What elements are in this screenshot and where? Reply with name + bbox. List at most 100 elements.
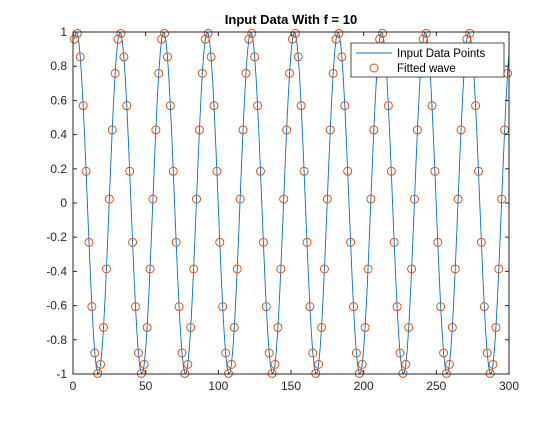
plot-area	[73, 32, 509, 374]
fitted-wave-marker	[192, 194, 202, 204]
legend-entry-fitted-wave: Fitted wave	[397, 63, 456, 75]
fitted-wave-marker	[99, 322, 109, 332]
y-tick-label: 0.6	[50, 93, 67, 107]
fitted-wave-marker	[363, 264, 373, 274]
fitted-wave-marker	[229, 322, 239, 332]
fitted-wave-marker	[183, 359, 193, 369]
fitted-wave-marker	[430, 166, 440, 176]
fitted-wave-marker	[296, 101, 306, 111]
fitted-wave-marker	[194, 125, 204, 135]
fitted-wave-marker	[75, 52, 85, 62]
x-tick-label: 50	[139, 379, 153, 393]
fitted-wave-marker	[479, 302, 489, 312]
fitted-wave-marker	[104, 194, 114, 204]
fitted-wave-marker	[351, 348, 361, 358]
fitted-wave-marker	[436, 302, 446, 312]
fitted-wave-marker	[160, 28, 170, 38]
fitted-wave-marker	[189, 264, 199, 274]
y-tick-label: 0.2	[50, 162, 67, 176]
fitted-wave-marker	[171, 237, 181, 247]
fitted-wave-marker	[325, 125, 335, 135]
fitted-wave-marker	[273, 322, 283, 332]
fitted-wave-marker	[442, 368, 452, 378]
fitted-wave-marker	[255, 166, 265, 176]
fitted-wave-marker	[250, 52, 260, 62]
fitted-wave-marker	[174, 302, 184, 312]
fitted-wave-marker	[96, 359, 106, 369]
fitted-wave-marker	[485, 368, 495, 378]
fitted-wave-marker	[287, 34, 297, 44]
fitted-wave-marker	[285, 68, 295, 78]
y-tick-label: -0.6	[46, 299, 67, 313]
fitted-wave-marker	[279, 194, 289, 204]
fitted-wave-marker	[148, 194, 158, 204]
fitted-wave-marker	[224, 368, 234, 378]
fitted-wave-marker	[488, 359, 498, 369]
y-tick-label: 0.4	[50, 128, 67, 142]
fitted-wave-marker	[305, 302, 315, 312]
legend-marker-swatch	[369, 63, 379, 73]
fitted-wave-marker	[69, 34, 79, 44]
fitted-wave-marker	[197, 68, 207, 78]
fitted-wave-marker	[203, 28, 213, 38]
fitted-wave-marker	[337, 52, 347, 62]
fitted-wave-marker	[157, 34, 167, 44]
fitted-wave-marker	[139, 359, 149, 369]
fitted-wave-marker	[410, 194, 420, 204]
fitted-wave-marker	[314, 359, 324, 369]
fitted-wave-marker	[334, 28, 344, 38]
fitted-wave-marker	[154, 68, 164, 78]
fitted-wave-marker	[439, 348, 449, 358]
fitted-wave-marker	[456, 125, 466, 135]
fitted-wave-marker	[130, 302, 140, 312]
fitted-wave-marker	[215, 237, 225, 247]
fitted-wave-marker	[84, 237, 94, 247]
fitted-wave-marker	[308, 348, 318, 358]
ticks-layer: 0 50 100 150 200 250 300 -1 -0.8 -0.6 -0.4 -0.2 0 0.2…	[46, 25, 519, 393]
fitted-wave-marker	[299, 166, 309, 176]
fitted-wave-marker	[133, 348, 143, 358]
fitted-wave-marker	[331, 34, 341, 44]
fitted-wave-marker	[282, 125, 292, 135]
fitted-wave-marker	[244, 34, 254, 44]
fitted-wave-marker	[247, 28, 257, 38]
fitted-wave-marker	[360, 322, 370, 332]
fitted-wave-marker	[142, 322, 152, 332]
fitted-wave-marker	[110, 68, 120, 78]
fitted-wave-marker	[116, 28, 126, 38]
x-tick-label: 150	[281, 379, 301, 393]
fitted-wave-marker	[311, 368, 321, 378]
fitted-wave-marker	[378, 28, 388, 38]
legend: Input Data Points Fitted wave	[350, 42, 505, 78]
fitted-wave-marker	[177, 348, 187, 358]
y-tick-label: -1	[56, 367, 67, 381]
fitted-wave-marker	[328, 68, 338, 78]
fitted-wave-marker	[348, 302, 358, 312]
fitted-wave-marker	[494, 264, 504, 274]
fitted-wave-marker	[235, 194, 245, 204]
fitted-wave-marker	[302, 237, 312, 247]
fitted-wave-marker	[340, 101, 350, 111]
fitted-wave-marker	[253, 101, 263, 111]
x-tick-label: 0	[70, 379, 77, 393]
fitted-wave-marker	[383, 101, 393, 111]
x-tick-label: 300	[499, 379, 519, 393]
fitted-wave-marker	[78, 101, 88, 111]
fitted-wave-marker	[497, 194, 507, 204]
fitted-wave-marker	[293, 52, 303, 62]
y-tick-label: 0.8	[50, 59, 67, 73]
fitted-wave-marker	[241, 68, 251, 78]
fitted-wave-marker	[200, 34, 210, 44]
fitted-wave-marker	[465, 28, 475, 38]
fitted-wave-marker	[264, 348, 274, 358]
fitted-wave-marker	[366, 194, 376, 204]
fitted-wave-marker	[386, 166, 396, 176]
fitted-wave-marker	[276, 264, 286, 274]
fitted-wave-marker	[93, 368, 103, 378]
fitted-wave-marker	[113, 34, 123, 44]
fitted-wave-marker	[107, 125, 117, 135]
x-tick-label: 250	[426, 379, 446, 393]
fitted-wave-marker	[444, 359, 454, 369]
fitted-wave-marker	[407, 264, 417, 274]
